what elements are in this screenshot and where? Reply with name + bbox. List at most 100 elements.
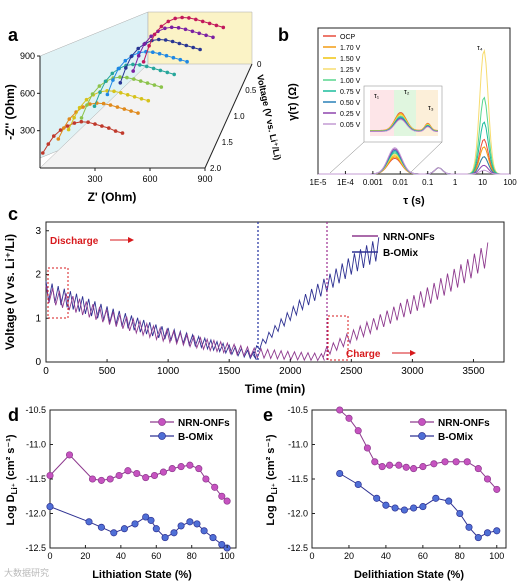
- x-tick-label: 100: [220, 551, 235, 561]
- a-data-point: [163, 38, 168, 42]
- a-data-point: [100, 124, 104, 128]
- data-point: [85, 518, 93, 526]
- c-x-tick-label: 3000: [401, 366, 424, 377]
- x-tick-label: 60: [418, 551, 428, 561]
- a-data-point: [191, 45, 195, 50]
- data-point: [200, 527, 208, 535]
- data-point: [378, 463, 386, 471]
- a-data-point: [145, 81, 150, 85]
- a-x-label: Z' (Ohm): [88, 190, 137, 204]
- a-data-point: [125, 75, 129, 80]
- a-y-tick-label: 300: [20, 126, 35, 136]
- b-peak-label-1: τ₁: [374, 93, 380, 100]
- data-point: [142, 474, 150, 482]
- c-y-tick-label: 3: [35, 226, 41, 237]
- data-point: [474, 534, 482, 542]
- panel-label-a: a: [8, 25, 19, 45]
- e-legend-label-nrn: NRN-ONFs: [438, 418, 490, 429]
- a-data-point: [103, 79, 108, 84]
- a-data-point: [88, 102, 92, 106]
- data-point: [65, 451, 74, 459]
- d-legend-marker-bomix: [158, 432, 166, 440]
- a-z-label: Voltage (V vs. Li⁺/Li): [255, 74, 283, 161]
- y-tick-label: -10.5: [287, 405, 308, 415]
- d-legend-label-nrn: NRN-ONFs: [178, 418, 230, 429]
- a-data-point: [164, 53, 169, 58]
- y-tick-label: -11.0: [26, 440, 46, 450]
- data-point: [120, 525, 128, 533]
- b-series-line: [318, 147, 510, 175]
- b-peak-label-3: τ₃: [428, 105, 434, 112]
- c-charge-label: Charge: [346, 349, 381, 360]
- a-data-point: [169, 25, 174, 30]
- a-z-tick-label: 1.5: [222, 138, 234, 147]
- a-data-point: [132, 77, 136, 81]
- c-discharge-box: [47, 267, 69, 319]
- a-curves: [41, 15, 226, 155]
- a-data-point: [158, 68, 163, 73]
- b-inset-line: [370, 119, 438, 132]
- a-data-point: [98, 90, 102, 95]
- a-data-point: [84, 97, 89, 102]
- a-data-point: [81, 105, 85, 109]
- a-z-tick-label: 0.5: [245, 86, 257, 95]
- a-data-point: [118, 81, 123, 85]
- a-y-label: -Z'' (Ohm): [3, 84, 17, 140]
- data-point: [483, 475, 492, 483]
- a-ticks: 300 600 900 300 600 900 0 0.5 1.0 1.5 2.0: [20, 51, 262, 184]
- b-legend-label: 0.05 V: [340, 122, 361, 129]
- data-point: [391, 504, 399, 512]
- b-legend-label: 0.75 V: [340, 89, 361, 96]
- b-x-tick-label: 10: [478, 178, 487, 187]
- y-tick-label: -11.5: [26, 474, 46, 484]
- b-x-label: τ (s): [403, 195, 425, 207]
- data-point: [88, 475, 97, 483]
- data-point: [202, 475, 210, 483]
- x-tick-label: 40: [116, 551, 126, 561]
- a-data-point: [157, 51, 162, 56]
- x-tick-label: 0: [309, 551, 314, 561]
- data-point: [124, 467, 132, 475]
- a-data-point: [211, 35, 215, 40]
- data-point: [430, 460, 438, 468]
- a-data-point: [142, 42, 146, 46]
- a-data-point: [110, 71, 115, 76]
- a-data-point: [131, 69, 135, 73]
- data-point: [186, 518, 194, 526]
- c-x-tick-label: 1500: [218, 366, 241, 377]
- panel-c-gitt: 0 500 1000 1500 2000 2500 3000 3500 0 1 2 3 Dischar…: [3, 221, 505, 396]
- a-y-tick-label: 600: [20, 88, 35, 98]
- a-z-tick-label: 1.0: [234, 112, 246, 121]
- data-point: [373, 494, 381, 502]
- data-point: [419, 463, 427, 471]
- a-y-tick-label: 900: [20, 51, 35, 61]
- a-data-point: [79, 119, 84, 124]
- data-point: [131, 520, 139, 528]
- b-x-tick-label: 1: [453, 178, 458, 187]
- a-z-tick-label: 0: [257, 60, 262, 69]
- a-data-point: [184, 43, 189, 48]
- a-data-point: [41, 151, 45, 155]
- x-tick-label: 60: [151, 551, 161, 561]
- a-data-point: [93, 122, 97, 126]
- data-point: [382, 501, 390, 509]
- a-data-point: [77, 105, 82, 110]
- a-data-point: [72, 115, 76, 120]
- e-legend-marker-bomix: [418, 432, 426, 440]
- data-point: [336, 469, 344, 478]
- c-x-tick-label: 2000: [279, 366, 302, 377]
- data-point: [371, 458, 379, 466]
- data-point: [193, 520, 201, 528]
- c-ticks: 0 500 1000 1500 2000 2500 3000 3500 0 1 2 3: [35, 226, 485, 377]
- data-point: [493, 485, 501, 493]
- a-x-tick-label: 300: [87, 174, 102, 184]
- b-legend-label: 1.70 V: [340, 45, 361, 52]
- b-x-tick-label: 1E-5: [310, 178, 327, 187]
- data-point: [147, 516, 155, 524]
- a-data-point: [107, 126, 111, 130]
- e-legend-marker-nrn: [418, 418, 426, 426]
- a-data-point: [172, 72, 176, 77]
- a-data-point: [151, 66, 156, 71]
- d-ticks: 0 20 40 60 80 100 -10.5 -11.0 -11.5 -12.0 -12.5: [25, 405, 234, 561]
- data-point: [336, 406, 344, 414]
